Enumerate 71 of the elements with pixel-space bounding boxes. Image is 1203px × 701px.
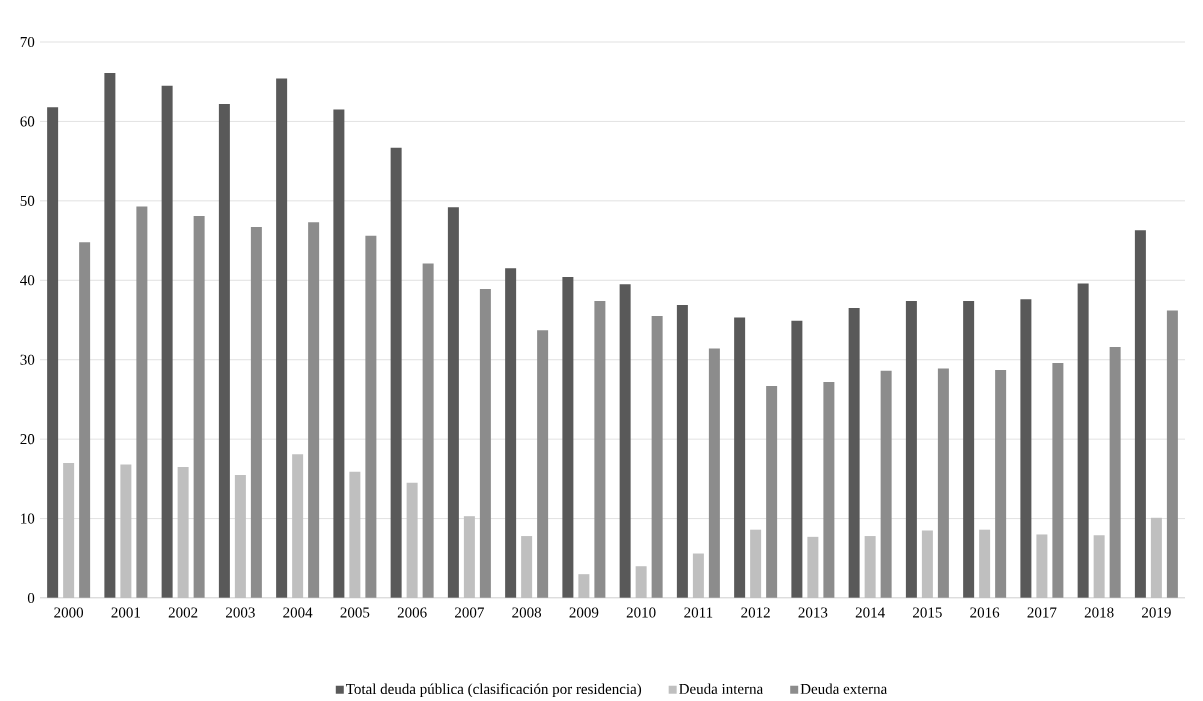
bar (708, 348, 720, 598)
bar (104, 72, 116, 598)
legend-label: Total deuda pública (clasificación por residencia) (346, 683, 642, 698)
x-tick-label: 2003 (226, 607, 255, 618)
x-tick-label: 2008 (512, 607, 542, 618)
x-tick-label: 2015 (913, 607, 942, 618)
x-tick-label: 2010 (626, 607, 656, 618)
x-tick-label: 2016 (970, 607, 1000, 618)
bar (1134, 230, 1146, 598)
bar (161, 85, 173, 598)
x-tick-label: 2005 (340, 607, 370, 618)
bar (136, 206, 148, 598)
bar (676, 304, 688, 598)
x-tick-label: 2018 (1084, 607, 1114, 618)
bar (848, 308, 860, 598)
bar (995, 370, 1007, 598)
bar (308, 222, 320, 598)
bar (562, 277, 574, 598)
x-tick-label: 2004 (283, 607, 313, 618)
x-tick-label: 2019 (1142, 607, 1171, 618)
x-tick-label: 2017 (1027, 607, 1057, 618)
bar (218, 103, 230, 598)
bar (390, 147, 402, 598)
bar (276, 78, 288, 598)
x-tick-label: 2007 (455, 607, 484, 618)
x-tick-label: 2014 (855, 607, 885, 618)
y-tick-label: 70 (20, 36, 35, 48)
y-tick-label: 0 (27, 592, 35, 604)
bar (1077, 283, 1089, 598)
y-tick-label: 40 (20, 275, 35, 286)
y-tick-label: 10 (21, 513, 35, 524)
bar (365, 235, 377, 598)
bar (937, 368, 949, 598)
bar (963, 300, 975, 598)
bar (422, 263, 434, 598)
x-tick-label: 2013 (798, 607, 828, 618)
bar (1166, 310, 1178, 598)
x-tick-label: 2001 (111, 607, 140, 618)
bar (734, 317, 746, 598)
bar (880, 370, 892, 598)
x-tick-label: 2009 (569, 607, 599, 618)
bar (333, 109, 345, 598)
bar (79, 242, 91, 598)
x-tick-label: 2000 (54, 607, 84, 618)
legend-label: Deuda externa (800, 683, 888, 694)
bar (537, 330, 549, 598)
bar (479, 289, 491, 598)
bar (823, 381, 835, 598)
bar (619, 284, 631, 598)
y-tick-label: 20 (20, 434, 35, 445)
x-tick-label: 2011 (684, 607, 713, 618)
bar (905, 300, 917, 598)
legend-label: Deuda interna (679, 683, 763, 694)
x-tick-label: 2002 (168, 607, 198, 618)
bar (651, 316, 663, 598)
y-tick-label: 60 (20, 116, 35, 127)
y-tick-label: 30 (20, 354, 35, 365)
bar (505, 268, 517, 598)
bar (1052, 362, 1064, 598)
bar (193, 215, 205, 598)
y-tick-label: 50 (20, 195, 35, 206)
x-tick-label: 2012 (741, 607, 770, 618)
bar (766, 385, 778, 598)
bar (1109, 347, 1121, 598)
bar (1020, 299, 1032, 598)
bar (250, 227, 262, 598)
bar (594, 300, 606, 598)
bar (447, 207, 459, 598)
bar (791, 320, 803, 598)
x-tick-label: 2006 (397, 607, 427, 618)
bar (47, 107, 59, 598)
